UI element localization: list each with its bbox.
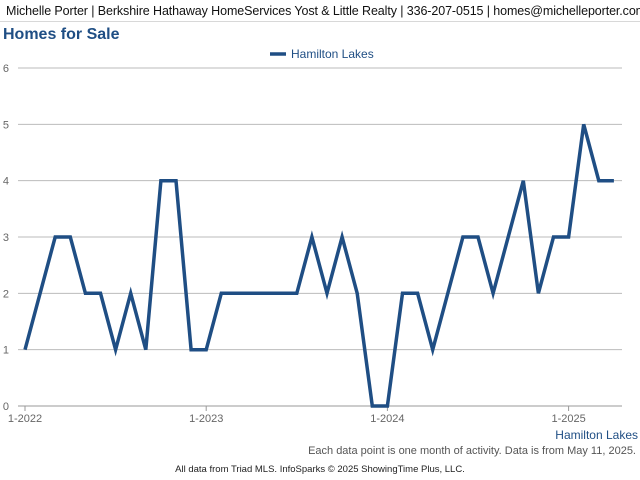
y-tick-label: 5 bbox=[3, 119, 9, 131]
footer-credit: All data from Triad MLS. InfoSparks © 20… bbox=[175, 464, 465, 475]
y-tick-label: 0 bbox=[3, 401, 9, 413]
contact-info: Michelle Porter | Berkshire Hathaway Hom… bbox=[6, 4, 640, 18]
series-line bbox=[23, 123, 614, 408]
y-tick-label: 6 bbox=[3, 63, 9, 75]
y-tick-label: 1 bbox=[3, 345, 9, 357]
y-axis-ticks: 0 1 2 3 4 5 6 bbox=[3, 63, 9, 413]
legend: Hamilton Lakes bbox=[270, 47, 374, 61]
series-layer bbox=[23, 123, 614, 408]
x-end-label-layer: Hamilton Lakes bbox=[555, 428, 638, 442]
y-tick-label: 4 bbox=[3, 176, 9, 188]
x-end-label: Hamilton Lakes bbox=[555, 428, 638, 442]
y-tick-label: 3 bbox=[3, 232, 9, 244]
header-bar: Michelle Porter | Berkshire Hathaway Hom… bbox=[0, 0, 640, 22]
x-tick-label: 1-2025 bbox=[551, 413, 585, 425]
y-tick-label: 2 bbox=[3, 288, 9, 300]
page-title: Homes for Sale bbox=[3, 26, 120, 43]
x-tick-label: 1-2023 bbox=[189, 413, 223, 425]
x-tick-label: 1-2024 bbox=[370, 413, 404, 425]
legend-label: Hamilton Lakes bbox=[291, 47, 374, 61]
grid-lines bbox=[18, 67, 622, 407]
data-note: Each data point is one month of activity… bbox=[308, 445, 636, 457]
x-axis-ticks: 1-2022 1-2023 1-2024 1-2025 bbox=[8, 406, 586, 425]
chart: 0 1 2 3 4 5 6 1-2022 1-2023 1-2024 1-2025 Hamilto… bbox=[3, 47, 638, 442]
x-tick-label: 1-2022 bbox=[8, 413, 42, 425]
